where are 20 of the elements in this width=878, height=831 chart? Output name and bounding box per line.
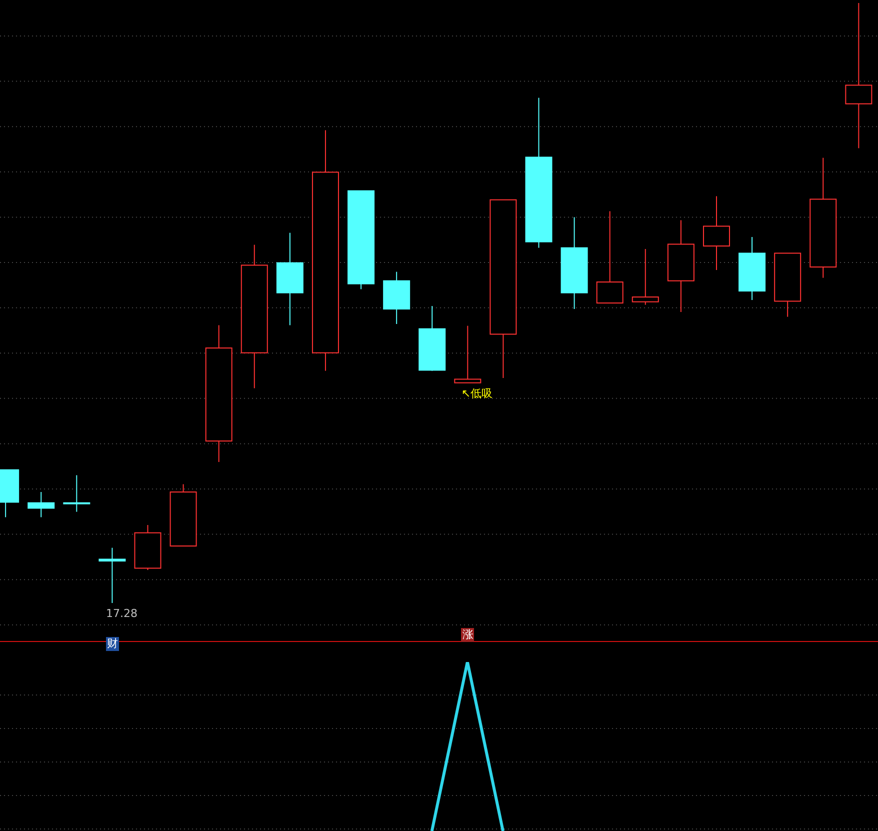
candlestick	[667, 220, 694, 312]
candlestick	[276, 232, 304, 326]
annotation: 涨	[461, 628, 474, 642]
candlestick	[28, 492, 55, 518]
candlestick	[205, 324, 232, 462]
candlestick	[98, 547, 126, 603]
candlestick	[738, 236, 766, 300]
candlestick	[560, 216, 588, 310]
annotation: ↖低吸	[461, 386, 493, 401]
candlestick	[810, 157, 837, 278]
candlestick	[702, 196, 730, 270]
candlestick	[418, 306, 446, 371]
candlestick	[845, 3, 872, 149]
text: 17.28	[106, 607, 138, 621]
candlestick	[63, 474, 90, 512]
candlestick	[240, 244, 268, 389]
text: 财	[106, 637, 119, 651]
candlestick	[525, 97, 552, 248]
candlestick	[312, 130, 339, 372]
candlestick	[383, 271, 410, 324]
